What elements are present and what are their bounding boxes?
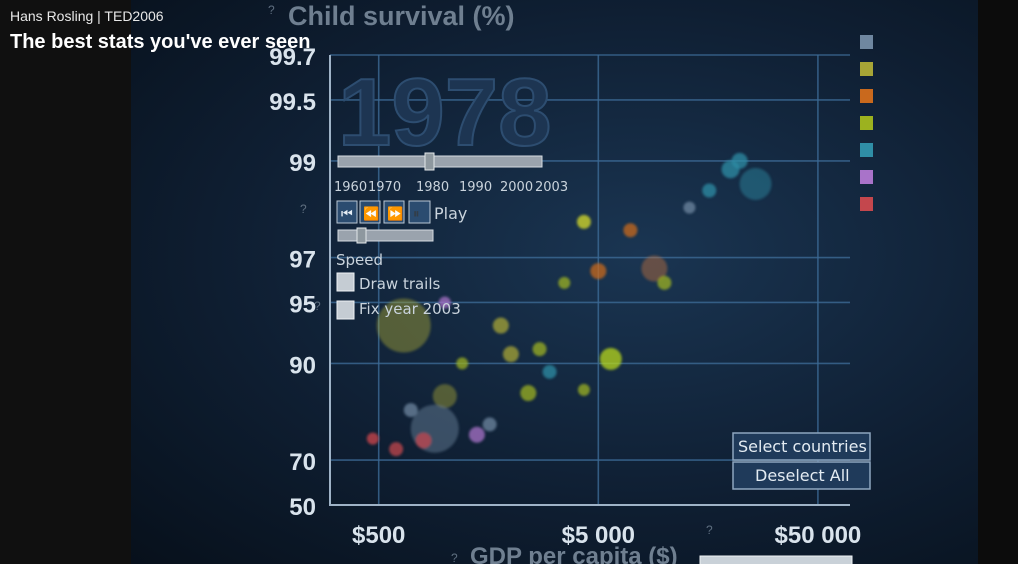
play-label: Play — [434, 204, 467, 223]
speed-label: Speed — [336, 251, 383, 269]
country-bubble[interactable] — [432, 384, 457, 409]
country-bubble[interactable] — [492, 317, 509, 334]
fix-year-checkbox[interactable] — [336, 300, 355, 320]
timeline-label: 1960 — [334, 180, 367, 195]
legend-swatch[interactable] — [860, 35, 873, 49]
country-bubble[interactable] — [366, 432, 379, 445]
letterbox-left — [0, 0, 131, 564]
country-bubble[interactable] — [502, 346, 519, 363]
help-mark-bottom-left[interactable]: ? — [451, 551, 458, 564]
y-tick-label: 50 — [289, 494, 316, 521]
axis-layer: 99.7 99.5 99 97 95 90 70 50 $500 $5 000 $50 000 — [269, 44, 861, 549]
fast-forward-button[interactable]: ⏩ — [383, 200, 405, 224]
country-bubble[interactable] — [482, 417, 497, 432]
country-bubble[interactable] — [683, 201, 696, 214]
country-bubble[interactable] — [415, 432, 432, 449]
country-bubble[interactable] — [590, 263, 607, 280]
deselect-all-label: Deselect All — [755, 466, 850, 485]
country-bubble[interactable] — [438, 296, 451, 309]
video-headline: The best stats you've ever seen — [10, 31, 311, 53]
year-display: 1978 — [338, 59, 552, 166]
draw-trails-checkbox[interactable] — [336, 272, 355, 292]
y-tick-label: 99.7 — [269, 44, 316, 71]
chart-title: Child survival (%) — [288, 1, 515, 31]
pause-icon: ⏸ — [413, 207, 420, 222]
x-axis-label: GDP per capita ($) — [470, 543, 678, 564]
y-tick-label: 90 — [289, 352, 316, 379]
country-bubble[interactable] — [739, 167, 772, 200]
y-tick-label: 97 — [289, 247, 316, 274]
y-tick-label: 70 — [289, 449, 316, 476]
country-bubble[interactable] — [456, 357, 469, 370]
timeline-label: 1980 — [416, 180, 449, 195]
timeline-label: 2000 — [500, 180, 533, 195]
x-tick-label: $5 000 — [562, 522, 635, 549]
help-mark-title[interactable]: ? — [268, 3, 275, 17]
x-tick-label: $50 000 — [775, 522, 862, 549]
country-bubble[interactable] — [403, 403, 418, 418]
skip-start-icon: ⏮ — [341, 207, 353, 222]
country-bubble[interactable] — [376, 298, 431, 353]
pause-button[interactable]: ⏸ — [408, 200, 431, 224]
legend-swatch[interactable] — [860, 170, 873, 184]
help-mark-yaxis[interactable]: ? — [300, 202, 307, 216]
country-bubble[interactable] — [623, 223, 638, 238]
y-tick-label: 99.5 — [269, 89, 316, 116]
deselect-all-button[interactable]: Deselect All — [732, 461, 871, 490]
timeline-label: 1990 — [459, 180, 492, 195]
country-bubble[interactable] — [702, 183, 717, 198]
x-tick-label: $500 — [352, 522, 405, 549]
fix-year-label: Fix year 2003 — [359, 300, 461, 318]
color-legend[interactable] — [860, 35, 873, 211]
timeline-thumb[interactable] — [424, 152, 435, 171]
rewind-icon: ⏪ — [363, 206, 379, 222]
help-mark-xaxis[interactable]: ? — [706, 523, 713, 537]
country-bubble[interactable] — [542, 364, 557, 379]
country-bubble[interactable] — [389, 442, 404, 457]
fast-forward-icon: ⏩ — [387, 206, 403, 222]
country-bubble[interactable] — [520, 385, 537, 402]
help-mark-side[interactable]: ? — [314, 299, 321, 313]
timeline-labels: 1960 1970 1980 1990 2000 2003 — [334, 180, 568, 195]
select-countries-label: Select countries — [738, 437, 867, 456]
skip-start-button[interactable]: ⏮ — [336, 200, 358, 224]
country-bubble[interactable] — [468, 426, 485, 443]
timeline-track[interactable] — [337, 155, 543, 168]
legend-swatch[interactable] — [860, 89, 873, 103]
country-bubble[interactable] — [731, 152, 748, 169]
y-tick-label: 95 — [289, 291, 316, 318]
video-title-overlay: Hans Rosling | TED2006 The best stats yo… — [0, 0, 320, 55]
select-countries-button[interactable]: Select countries — [732, 432, 871, 461]
bottom-panel-edge[interactable] — [699, 555, 853, 564]
timeline-label: 1970 — [368, 180, 401, 195]
speed-track[interactable] — [337, 229, 434, 242]
speed-thumb[interactable] — [356, 227, 367, 244]
letterbox-right — [978, 0, 1018, 564]
country-bubble[interactable] — [558, 276, 571, 289]
country-bubble[interactable] — [599, 347, 622, 370]
legend-swatch[interactable] — [860, 197, 873, 211]
legend-swatch[interactable] — [860, 143, 873, 157]
legend-swatch[interactable] — [860, 116, 873, 130]
country-bubble[interactable] — [641, 255, 668, 282]
axis-lines — [329, 55, 850, 506]
country-bubble[interactable] — [532, 342, 547, 357]
country-bubble[interactable] — [576, 214, 591, 229]
timeline-label: 2003 — [535, 180, 568, 195]
legend-swatch[interactable] — [860, 62, 873, 76]
rewind-button[interactable]: ⏪ — [359, 200, 381, 224]
draw-trails-label: Draw trails — [359, 275, 441, 293]
country-bubble[interactable] — [577, 383, 590, 396]
y-tick-label: 99 — [289, 150, 316, 177]
bubble-layer — [366, 152, 772, 457]
country-bubble[interactable] — [657, 275, 672, 290]
channel-line: Hans Rosling | TED2006 — [10, 8, 164, 24]
